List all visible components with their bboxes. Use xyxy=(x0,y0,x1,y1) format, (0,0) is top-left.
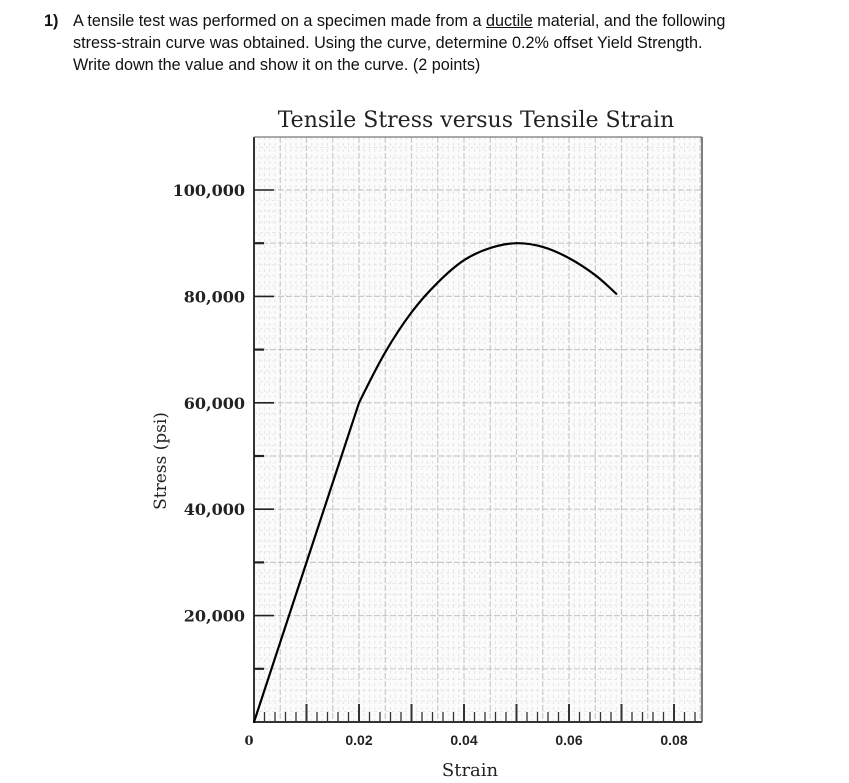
question-line-1: A tensile test was performed on a specim… xyxy=(73,10,833,32)
y-tick-label: 40,000 xyxy=(184,500,245,519)
y-tick-label: 80,000 xyxy=(184,287,245,306)
x-axis-label: Strain xyxy=(442,760,499,781)
y-axis-label: Stress (psi) xyxy=(151,412,171,510)
y-tick-label: 20,000 xyxy=(184,607,245,626)
plot-area xyxy=(254,137,702,722)
x-tick-label: 0.06 xyxy=(555,732,582,748)
question-number: 1) xyxy=(44,12,59,30)
series-layer xyxy=(252,242,618,724)
question-underlined-word: ductile xyxy=(485,12,533,30)
x-tick-label: 0 xyxy=(244,734,253,749)
question-line-1-start: A tensile test was performed on a specim… xyxy=(73,12,486,30)
y-tick-label: 100,000 xyxy=(173,181,245,200)
axis-layer xyxy=(253,136,703,723)
y-tick-label: 60,000 xyxy=(184,394,245,413)
x-tick-label: 0.08 xyxy=(660,732,687,748)
stress-strain-curve xyxy=(252,242,618,724)
chart-title: Tensile Stress versus Tensile Strain xyxy=(278,108,675,133)
tick-layer: 20,000 40,000 60,000 80,000 100,000 0 0.02 0.04… xyxy=(173,181,696,749)
question-line-3: Write down the value and show it on the … xyxy=(73,56,481,74)
question-text: A tensile test was performed on a specim… xyxy=(73,10,833,76)
x-tick-label: 0.04 xyxy=(450,732,477,748)
x-tick-label: 0.02 xyxy=(345,732,372,748)
question-line-2: stress-strain curve was obtained. Using … xyxy=(73,34,703,52)
question-line-1-end: material, and the following xyxy=(532,12,726,30)
grid-layer xyxy=(254,137,702,722)
